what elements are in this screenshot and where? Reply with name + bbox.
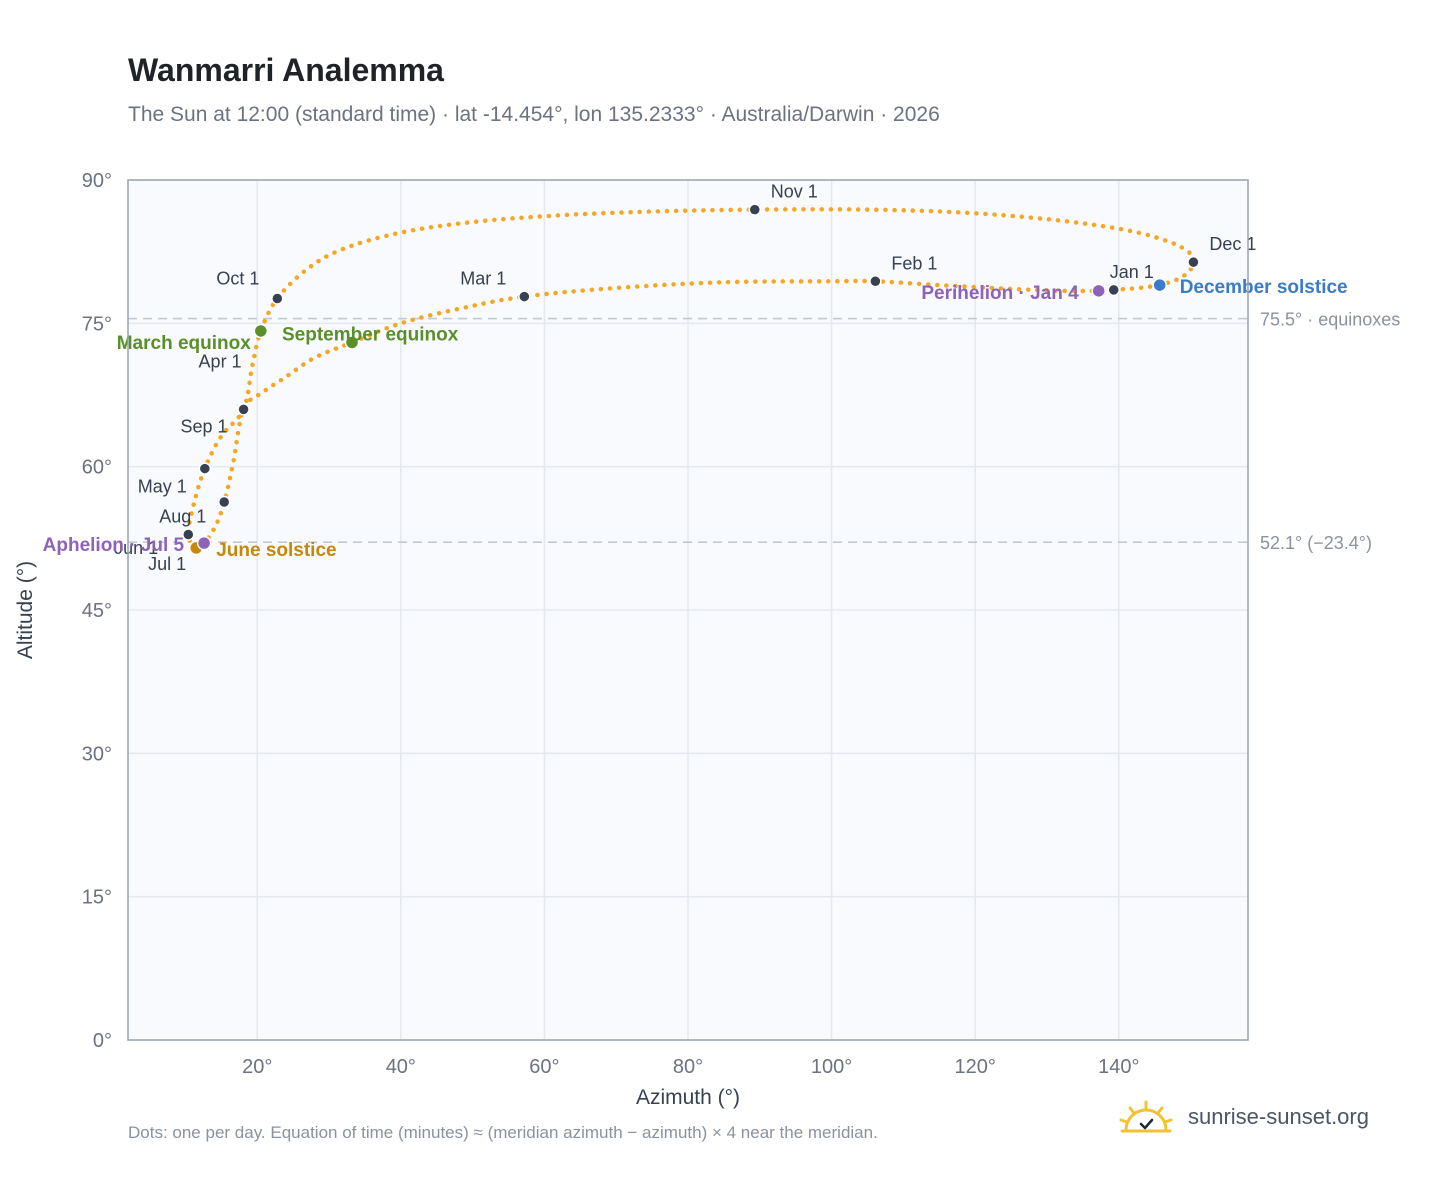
- month-label: Apr 1: [199, 351, 242, 371]
- month-label: Aug 1: [159, 507, 206, 527]
- y-tick-label: 75°: [82, 313, 112, 335]
- month-marker: [518, 290, 531, 303]
- grid-lines: [128, 179, 1248, 1041]
- month-label: Oct 1: [216, 268, 259, 288]
- month-label: Jun 1: [114, 538, 158, 558]
- month-marker: [237, 403, 250, 416]
- event-label: Aphelion · Jul 5: [43, 535, 185, 556]
- month-marker: [271, 292, 284, 305]
- month-marker: [748, 203, 762, 216]
- month-label: Feb 1: [891, 253, 937, 273]
- month-label: Nov 1: [771, 182, 818, 202]
- chart-subtitle: The Sun at 12:00 (standard time) · lat -…: [128, 103, 940, 126]
- x-tick-label: 20°: [242, 1056, 272, 1078]
- reference-lines: 75.5° · equinoxes 52.1° (−23.4°): [128, 310, 1400, 553]
- month-marker: [198, 462, 212, 475]
- event-label: March equinox: [117, 333, 252, 354]
- chart-title: Wanmarri Analemma: [128, 52, 444, 88]
- axis-ticks: 20° 40° 60° 80° 100° 120° 140° 0° 15° 30° 45° 60° 75…: [82, 170, 1140, 1078]
- event-marker: [253, 323, 269, 339]
- month-marker: [217, 495, 231, 509]
- footnote: Dots: one per day. Equation of time (min…: [128, 1123, 878, 1142]
- brand-name[interactable]: sunrise-sunset.org: [1188, 1104, 1369, 1129]
- x-tick-label: 120°: [954, 1056, 995, 1078]
- event-marker: [344, 335, 360, 350]
- x-tick-label: 100°: [811, 1056, 852, 1078]
- month-marker: [869, 275, 882, 288]
- event-marker: [1091, 283, 1106, 299]
- plot-frame: [127, 179, 1249, 1041]
- month-marker: [1107, 283, 1120, 297]
- y-axis-label: Altitude (°): [14, 561, 37, 659]
- sun-logo-icon: [1119, 1100, 1173, 1133]
- x-tick-label: 80°: [673, 1056, 703, 1078]
- month-label: Dec 1: [1209, 234, 1256, 254]
- event-label: June solstice: [216, 540, 336, 561]
- daily-dots: [186, 207, 1196, 551]
- x-tick-label: 40°: [386, 1056, 416, 1078]
- y-tick-label: 0°: [93, 1030, 112, 1052]
- event-label: September equinox: [282, 324, 459, 345]
- month-label: Jan 1: [1110, 262, 1154, 282]
- y-tick-label: 15°: [82, 887, 112, 909]
- x-tick-label: 140°: [1098, 1056, 1139, 1078]
- month-label: Mar 1: [460, 269, 506, 289]
- x-tick-label: 60°: [529, 1056, 559, 1078]
- event-markers: March equinox September equinox June solst…: [43, 277, 1348, 561]
- reference-line-label: 75.5° · equinoxes: [1260, 310, 1400, 330]
- y-tick-label: 90°: [82, 170, 112, 192]
- month-label: Sep 1: [181, 416, 228, 436]
- event-marker: [196, 535, 212, 551]
- y-tick-label: 30°: [82, 743, 112, 765]
- month-marker: [182, 528, 195, 541]
- event-marker: [1152, 277, 1167, 293]
- event-label: December solstice: [1180, 277, 1348, 298]
- month-marker: [1187, 255, 1200, 269]
- analemma-curve: [186, 207, 1196, 551]
- event-label: Perihelion · Jan 4: [921, 283, 1079, 304]
- month-label: Jul 1: [148, 554, 186, 574]
- reference-line-label: 52.1° (−23.4°): [1260, 533, 1372, 553]
- brand[interactable]: sunrise-sunset.org: [1118, 1100, 1369, 1134]
- y-tick-label: 60°: [82, 457, 112, 479]
- y-tick-label: 45°: [82, 600, 112, 622]
- x-axis-label: Azimuth (°): [636, 1086, 740, 1109]
- month-label: May 1: [138, 477, 187, 497]
